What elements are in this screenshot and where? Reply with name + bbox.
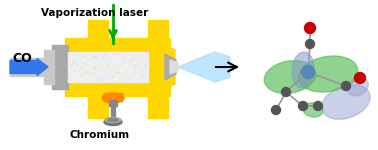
Ellipse shape [298, 56, 358, 92]
Bar [88, 96, 108, 118]
Circle shape [341, 81, 350, 90]
Bar [109, 100, 117, 106]
Circle shape [302, 66, 314, 78]
Circle shape [305, 39, 314, 48]
Text: CO: CO [12, 52, 32, 65]
Polygon shape [178, 52, 230, 82]
Bar [44, 50, 54, 84]
Circle shape [313, 102, 322, 111]
Polygon shape [165, 54, 176, 80]
Polygon shape [148, 38, 175, 96]
Ellipse shape [104, 118, 122, 126]
Ellipse shape [108, 118, 118, 122]
Text: Vaporization laser: Vaporization laser [41, 8, 149, 18]
Bar [52, 45, 68, 89]
Bar [65, 38, 170, 96]
Bar [10, 58, 54, 76]
Bar [104, 93, 122, 101]
Circle shape [355, 72, 366, 84]
Polygon shape [170, 60, 178, 74]
Circle shape [305, 22, 316, 33]
Circle shape [299, 102, 307, 111]
Bar [88, 20, 108, 40]
Text: Chromium: Chromium [70, 130, 130, 140]
Ellipse shape [264, 61, 316, 93]
Ellipse shape [322, 85, 370, 119]
Bar [148, 96, 168, 118]
Ellipse shape [102, 93, 124, 103]
Bar [68, 52, 148, 82]
Ellipse shape [292, 52, 314, 88]
Ellipse shape [105, 117, 121, 123]
Circle shape [282, 87, 291, 96]
FancyArrow shape [10, 58, 48, 75]
Bar [111, 106, 115, 120]
Ellipse shape [348, 78, 368, 96]
Bar [148, 20, 168, 40]
Circle shape [271, 105, 280, 114]
Ellipse shape [303, 103, 323, 117]
